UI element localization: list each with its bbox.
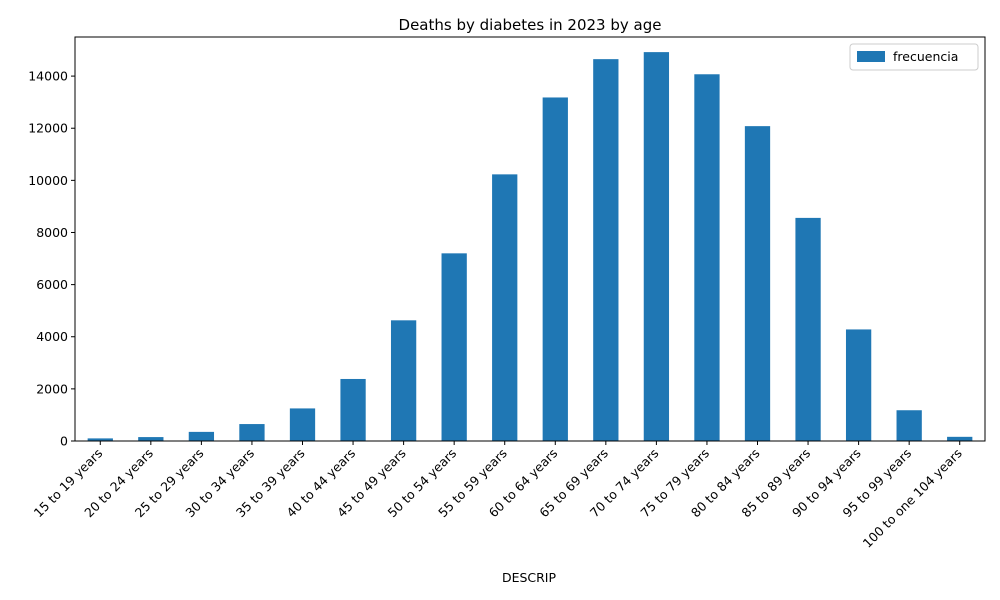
plot-frame — [74, 36, 986, 442]
bar-13 — [744, 126, 771, 441]
chart-title: Deaths by diabetes in 2023 by age — [399, 16, 662, 34]
bar-11 — [643, 52, 670, 442]
bars-group — [87, 52, 973, 442]
y-tick-label-0: 0 — [60, 434, 68, 449]
bar-6 — [390, 320, 417, 441]
bar-0 — [87, 438, 113, 441]
y-tick-label-7: 14000 — [28, 69, 68, 84]
bar-7 — [441, 253, 467, 441]
y-tick-label-4: 8000 — [36, 225, 68, 240]
legend-label: frecuencia — [893, 49, 958, 64]
legend: frecuencia — [849, 43, 979, 71]
bar-17 — [947, 436, 973, 441]
bar-16 — [896, 410, 922, 441]
y-tick-label-5: 10000 — [28, 173, 68, 188]
y-tick-label-2: 4000 — [36, 329, 68, 344]
legend-frame — [849, 43, 979, 71]
bar-2 — [188, 431, 215, 441]
bar-14 — [795, 217, 821, 441]
bar-1 — [138, 437, 164, 441]
x-axis-label: DESCRIP — [502, 570, 557, 585]
y-tick-label-1: 2000 — [36, 381, 68, 396]
bar-12 — [694, 74, 720, 442]
y-tick-label-3: 6000 — [36, 277, 68, 292]
legend-swatch — [857, 51, 885, 62]
bar-8 — [492, 174, 518, 442]
bar-4 — [289, 408, 316, 441]
bar-3 — [239, 424, 265, 441]
y-axis: 0 2000 4000 6000 8000 10000 12000 14000 — [28, 69, 75, 449]
y-tick-label-6: 12000 — [28, 121, 68, 136]
bar-15 — [845, 329, 872, 441]
bar-10 — [593, 59, 619, 442]
bar-9 — [542, 97, 568, 441]
bar-5 — [340, 378, 366, 441]
